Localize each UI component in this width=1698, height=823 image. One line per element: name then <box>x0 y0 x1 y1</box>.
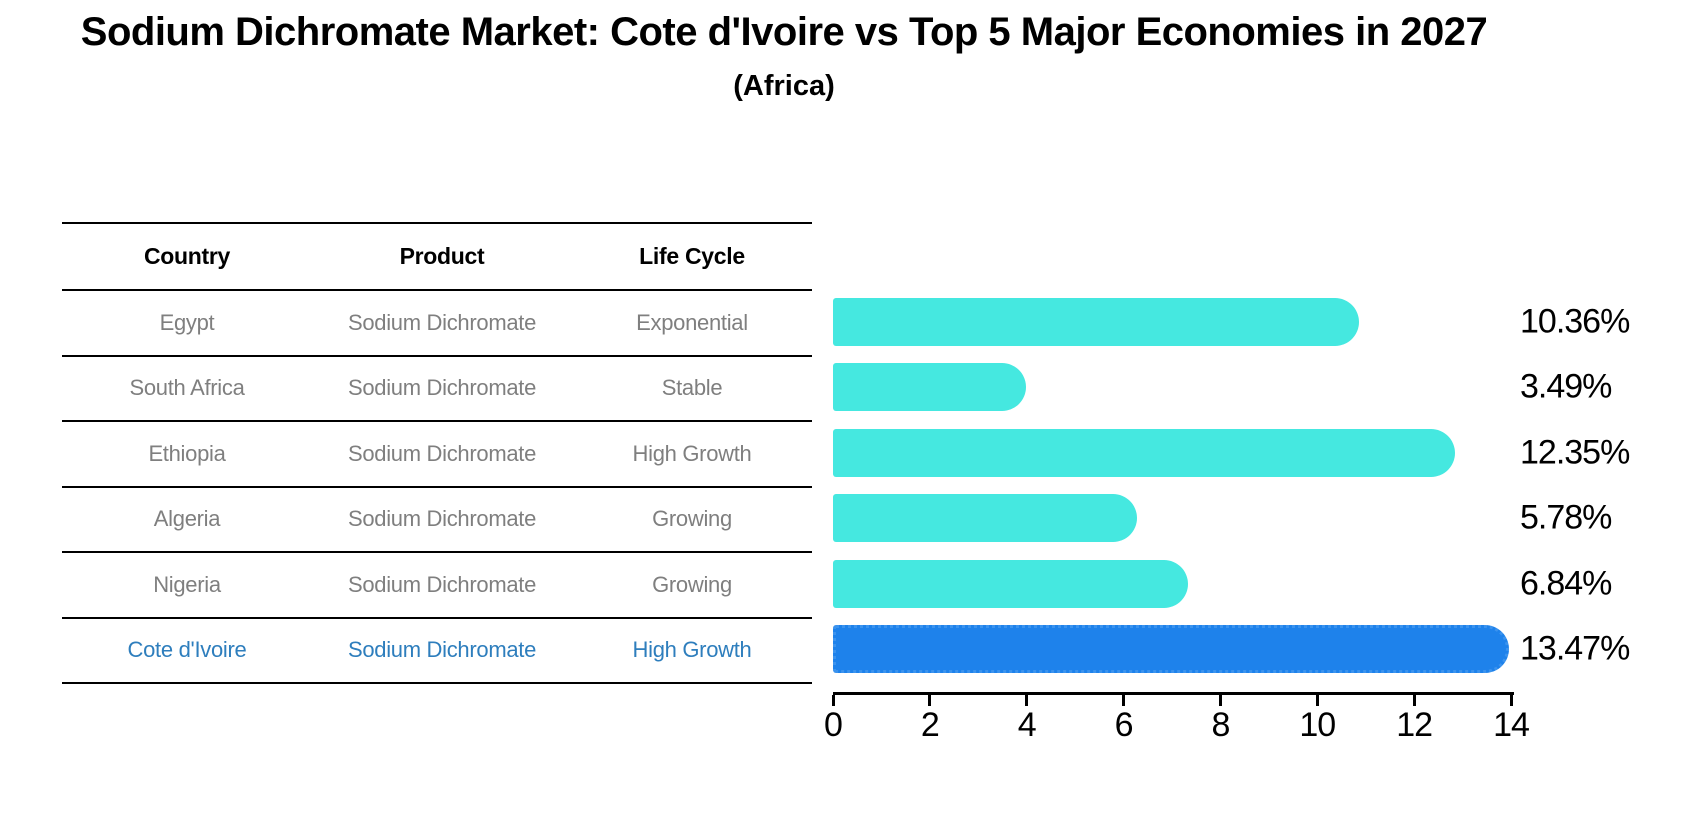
table-header-life-cycle: Life Cycle <box>639 243 745 269</box>
value-label-algeria: 5.78% <box>1520 498 1612 537</box>
x-tick-label-10: 10 <box>1299 706 1336 744</box>
table-cell-country: Nigeria <box>153 571 221 597</box>
bar-nigeria <box>833 559 1189 608</box>
x-tick-label-0: 0 <box>824 706 843 744</box>
table-cell-country: Cote d'Ivoire <box>127 637 247 663</box>
table-header-row: Country Product Life Cycle <box>62 224 812 291</box>
bar-south-africa <box>833 363 1027 412</box>
table-cell-life-cycle: High Growth <box>632 440 752 466</box>
x-tick-mark-14 <box>1509 695 1513 706</box>
table-cell-country: Egypt <box>159 309 215 335</box>
x-tick-label-14: 14 <box>1493 706 1530 744</box>
table-cell-life-cycle: Growing <box>652 506 732 532</box>
country-table: Country Product Life Cycle Egypt Sodium Dic… <box>62 222 812 684</box>
value-label-cote-d-ivoire: 13.47% <box>1520 629 1630 668</box>
x-tick-label-6: 6 <box>1114 706 1134 744</box>
table-cell-product: Sodium Dichromate <box>347 440 537 466</box>
table-cell-life-cycle: Exponential <box>636 309 748 335</box>
x-tick-mark-8 <box>1218 695 1222 706</box>
x-tick-mark-2 <box>928 695 932 706</box>
table-cell-product: Sodium Dichromate <box>347 506 537 532</box>
table-row-nigeria: Nigeria Sodium Dichromate Growing <box>62 553 812 619</box>
x-tick-label-4: 4 <box>1017 706 1037 744</box>
table-cell-country: Ethiopia <box>148 440 226 466</box>
table-row-algeria: Algeria Sodium Dichromate Growing <box>62 488 812 553</box>
bar-egypt <box>833 297 1359 346</box>
table-header-country: Country <box>143 243 231 269</box>
bar-ethiopia <box>833 428 1456 477</box>
x-axis-line <box>833 692 1514 695</box>
table-row-cote-d-ivoire: Cote d'Ivoire Sodium Dichromate High Growt… <box>62 619 812 684</box>
x-tick-mark-12 <box>1412 695 1416 706</box>
x-tick-mark-6 <box>1122 695 1126 706</box>
table-row-egypt: Egypt Sodium Dichromate Exponential <box>62 291 812 357</box>
bar-cote-d-ivoire <box>833 625 1510 674</box>
table-cell-product: Sodium Dichromate <box>347 571 537 597</box>
table-cell-life-cycle: Growing <box>652 571 732 597</box>
x-tick-label-2: 2 <box>920 706 940 744</box>
bar-algeria <box>833 494 1137 543</box>
x-tick-mark-10 <box>1315 695 1319 706</box>
table-cell-product: Sodium Dichromate <box>347 309 537 335</box>
x-tick-label-8: 8 <box>1211 706 1230 744</box>
table-cell-life-cycle: High Growth <box>632 637 752 663</box>
table-cell-product: Sodium Dichromate <box>347 375 537 401</box>
value-label-south-africa: 3.49% <box>1520 367 1612 406</box>
table-cell-country: Algeria <box>153 506 221 532</box>
chart-title: Sodium Dichromate Market: Cote d'Ivoire … <box>80 10 1488 54</box>
chart-subtitle: (Africa) <box>733 70 835 102</box>
x-tick-mark-4 <box>1025 695 1029 706</box>
table-cell-country: South Africa <box>129 375 245 401</box>
value-label-nigeria: 6.84% <box>1520 564 1612 603</box>
table-cell-life-cycle: Stable <box>661 375 723 401</box>
table-row-south-africa: South Africa Sodium Dichromate Stable <box>62 357 812 422</box>
table-row-ethiopia: Ethiopia Sodium Dichromate High Growth <box>62 422 812 488</box>
x-tick-label-12: 12 <box>1396 706 1433 744</box>
value-label-egypt: 10.36% <box>1520 302 1630 341</box>
table-body: Egypt Sodium Dichromate Exponential South A… <box>62 291 812 684</box>
x-tick-mark-0 <box>831 695 835 706</box>
table-cell-product: Sodium Dichromate <box>347 637 537 663</box>
table-header-product: Product <box>399 243 485 269</box>
value-label-ethiopia: 12.35% <box>1520 433 1630 472</box>
